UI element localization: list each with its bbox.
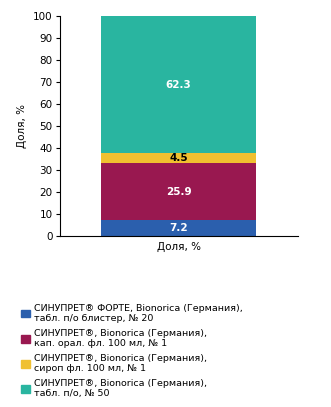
Bar	[101, 17, 256, 153]
Text: 4.5: 4.5	[169, 153, 188, 163]
Legend: СИНУПРЕТ® ФОРТЕ, Bionorica (Германия),
табл. п/о блистер, № 20, СИНУПРЕТ®, Biono: СИНУПРЕТ® ФОРТЕ, Bionorica (Германия), т…	[21, 304, 243, 398]
Bar	[101, 220, 256, 236]
Text: 25.9: 25.9	[166, 187, 192, 197]
Bar	[101, 153, 256, 163]
Bar	[101, 163, 256, 220]
Y-axis label: Доля, %: Доля, %	[18, 104, 27, 148]
X-axis label: Доля, %: Доля, %	[157, 242, 201, 252]
Text: 7.2: 7.2	[169, 223, 188, 233]
Text: 62.3: 62.3	[166, 80, 192, 90]
